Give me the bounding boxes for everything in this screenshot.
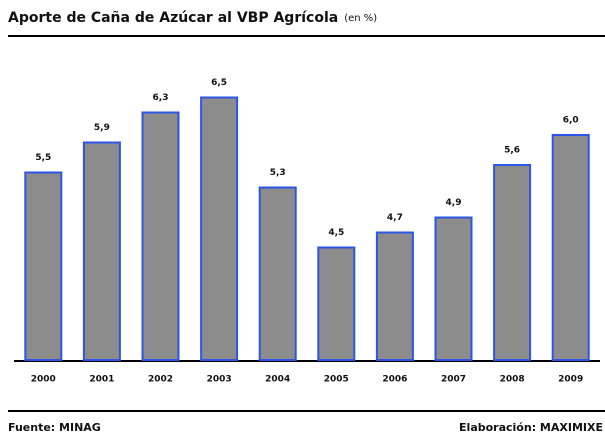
data-label: 4,5 [328, 228, 344, 238]
bar [141, 111, 180, 361]
x-tick-label: 2005 [324, 375, 349, 385]
bar [317, 246, 356, 361]
bar [24, 171, 63, 361]
x-tick-label: 2004 [265, 375, 290, 385]
x-tick-label: 2002 [148, 375, 173, 385]
data-label: 4,7 [387, 213, 403, 223]
x-tick-label: 2006 [382, 375, 407, 385]
bar [200, 96, 239, 361]
bar [434, 216, 473, 361]
bar [375, 231, 414, 361]
x-tick-label: 2009 [558, 375, 583, 385]
chart-title: Aporte de Caña de Azúcar al VBP Agrícola… [8, 10, 377, 26]
credit: Elaboración: MAXIMIXE [459, 421, 603, 434]
bar [493, 164, 532, 361]
data-label: 6,0 [563, 116, 579, 126]
data-label: 5,5 [35, 153, 51, 163]
bar [551, 134, 590, 361]
bar [258, 186, 297, 361]
x-tick-label: 2008 [500, 375, 525, 385]
source: Fuente: MINAG [8, 421, 101, 434]
subtitle: (en %) [344, 13, 377, 24]
bar [82, 141, 121, 361]
x-tick-label: 2003 [207, 375, 232, 385]
data-label: 5,9 [94, 123, 110, 133]
x-tick-label: 2000 [31, 375, 56, 385]
data-label: 5,6 [504, 146, 520, 156]
data-label: 6,5 [211, 78, 227, 88]
title-text: Aporte de Caña de Azúcar al VBP Agrícola [8, 10, 338, 26]
data-label: 4,9 [446, 198, 462, 208]
data-label: 5,3 [270, 168, 286, 178]
x-tick-label: 2001 [89, 375, 114, 385]
x-tick-label: 2007 [441, 375, 466, 385]
data-label: 6,3 [153, 93, 169, 103]
